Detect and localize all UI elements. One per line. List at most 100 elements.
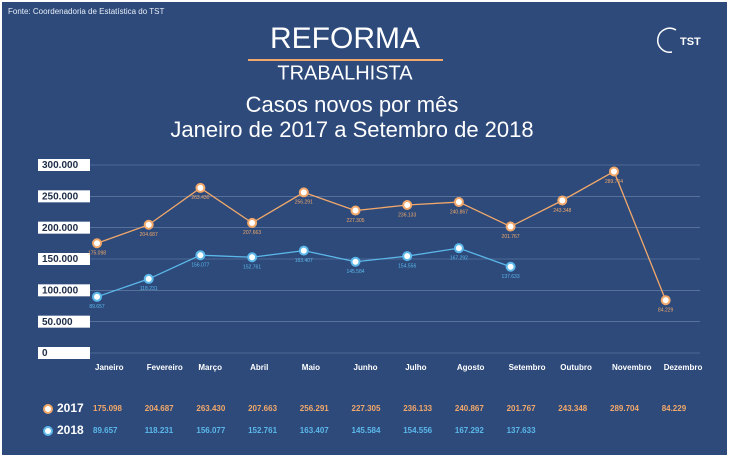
point <box>92 291 102 302</box>
table-value: 89.657 <box>93 426 118 435</box>
table-value: 201.767 <box>507 404 536 413</box>
point <box>298 187 309 198</box>
data-label: 227.305 <box>346 218 364 224</box>
legend-label: 2018 <box>57 423 84 437</box>
y-tick-label: 250.000 <box>42 191 79 202</box>
data-label: 263.430 <box>191 195 209 201</box>
y-tick-box <box>38 253 90 265</box>
table-value: 84.229 <box>662 404 687 413</box>
point <box>247 217 258 228</box>
y-tick-label: 300.000 <box>42 160 79 171</box>
table-value: 263.430 <box>196 404 225 413</box>
point <box>660 295 671 306</box>
x-tick-label: Março <box>198 363 222 372</box>
point <box>453 197 464 208</box>
point <box>350 256 361 267</box>
y-tick-box <box>38 159 90 171</box>
legend-label: 2017 <box>57 401 84 415</box>
point <box>247 252 258 263</box>
x-tick-label: Dezembro <box>664 363 703 372</box>
table-value: 154.556 <box>403 426 432 435</box>
x-tick-label: Maio <box>302 363 320 372</box>
table-value: 152.761 <box>248 426 277 435</box>
x-tick-label: Abril <box>250 363 268 372</box>
point <box>402 200 413 211</box>
data-label: 152.761 <box>243 265 261 271</box>
x-tick-label: Agosto <box>457 363 485 372</box>
x-tick-label: Outubro <box>560 363 592 372</box>
header-title: REFORMA <box>270 22 420 55</box>
point <box>350 205 361 216</box>
point <box>143 273 154 284</box>
table-value: 236.133 <box>403 404 432 413</box>
table-value: 163.407 <box>300 426 329 435</box>
data-label: 118.231 <box>140 286 158 292</box>
data-label: 167.292 <box>450 255 468 261</box>
data-label: 175.098 <box>88 251 106 257</box>
data-label: 207.663 <box>243 230 261 236</box>
x-tick-label: Novembro <box>612 363 652 372</box>
x-tick-label: Setembro <box>509 363 546 372</box>
data-label: 84.229 <box>658 308 674 314</box>
logo: TST <box>680 36 701 48</box>
data-label: 240.867 <box>450 209 468 215</box>
table-value: 240.867 <box>455 404 484 413</box>
x-tick-label: Fevereiro <box>147 363 183 372</box>
data-label: 236.133 <box>398 212 416 218</box>
point <box>402 251 413 262</box>
table-value: 118.231 <box>145 426 174 435</box>
legend-marker <box>43 426 53 436</box>
table-value: 137.633 <box>507 426 536 435</box>
data-label: 137.633 <box>502 274 520 280</box>
table-value: 167.292 <box>455 426 484 435</box>
table-value: 227.305 <box>352 404 381 413</box>
y-tick-label: 100.000 <box>42 285 79 296</box>
y-tick-box <box>38 347 90 359</box>
data-label: 156.077 <box>191 263 209 269</box>
y-tick-box <box>38 190 90 203</box>
series-line <box>96 170 667 301</box>
y-tick-label: 150.000 <box>42 254 79 265</box>
point <box>92 238 102 249</box>
point <box>143 219 154 230</box>
x-tick-label: Junho <box>354 363 378 372</box>
point <box>557 195 568 206</box>
table-value: 204.687 <box>145 404 174 413</box>
data-label: 145.584 <box>346 269 364 275</box>
header-subtitle: TRABALHISTA <box>277 62 413 84</box>
data-label: 163.407 <box>295 258 313 264</box>
data-label: 256.291 <box>295 200 313 206</box>
data-label: 289.704 <box>605 179 623 185</box>
point <box>453 243 464 254</box>
table-value: 175.098 <box>93 404 122 413</box>
point <box>298 245 309 256</box>
chart-title: Casos novos por mês <box>246 92 459 117</box>
y-tick-box <box>38 315 90 328</box>
data-label: 243.348 <box>553 208 571 214</box>
x-tick-label: Janeiro <box>95 363 124 372</box>
y-tick-label: 200.000 <box>42 223 79 234</box>
y-tick-box <box>38 221 90 234</box>
data-label: 201.767 <box>502 234 520 240</box>
table-value: 156.077 <box>196 426 225 435</box>
table-value: 256.291 <box>300 404 329 413</box>
table-value: 207.663 <box>248 404 277 413</box>
y-tick-label: 0 <box>42 348 48 359</box>
point <box>195 250 206 261</box>
point <box>505 221 516 232</box>
x-tick-label: Julho <box>405 363 426 372</box>
table-value: 243.348 <box>558 404 587 413</box>
point <box>609 166 619 177</box>
table-value: 289.704 <box>610 404 639 413</box>
source: Fonte: Coordenadoria de Estatística do T… <box>8 7 164 16</box>
y-tick-label: 50.000 <box>42 317 73 328</box>
data-label: 154.556 <box>398 263 416 269</box>
point <box>195 182 206 193</box>
logo-arc <box>656 27 677 53</box>
data-label: 204.687 <box>140 232 158 238</box>
y-tick-box <box>38 284 90 297</box>
table-value: 145.584 <box>352 426 381 435</box>
data-label: 89.657 <box>89 304 105 310</box>
